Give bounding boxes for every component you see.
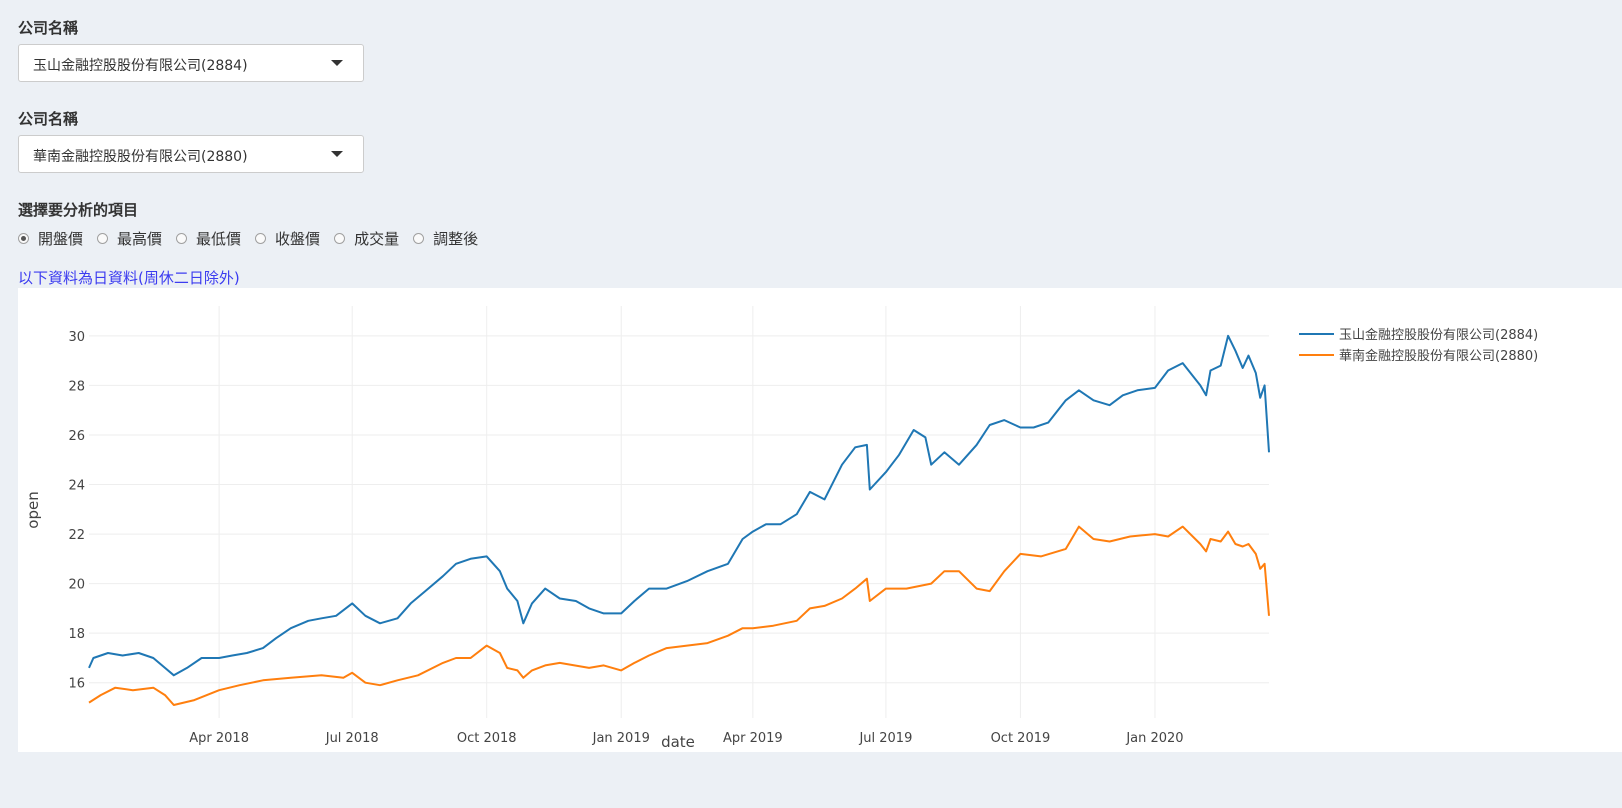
radio-high[interactable]: 最高價 <box>97 228 162 249</box>
radio-dot[interactable] <box>413 233 425 244</box>
chevron-down-icon <box>331 151 343 157</box>
y-tick-label: 26 <box>68 429 85 444</box>
series-line <box>88 525 1270 706</box>
x-tick-label: Jul 2018 <box>325 731 379 746</box>
company-select-1[interactable]: 玉山金融控股股份有限公司(2884) <box>18 44 364 82</box>
analysis-label: 選擇要分析的項目 <box>18 201 139 219</box>
x-tick-label: Apr 2018 <box>189 731 249 746</box>
line-chart[interactable]: 16 18 20 22 24 26 28 30 Apr 2018 Jul 2018 Oct 2018… <box>18 288 1622 752</box>
y-axis-title: open <box>24 491 42 528</box>
radio-dot[interactable] <box>334 233 346 244</box>
x-tick-label: Jan 2019 <box>592 731 650 746</box>
series-lines <box>88 334 1270 706</box>
y-tick-label: 18 <box>68 627 85 642</box>
radio-dot[interactable] <box>176 233 188 244</box>
y-tick-label: 16 <box>68 677 85 692</box>
x-axis-title: date <box>661 733 695 751</box>
legend-label: 玉山金融控股股份有限公司(2884) <box>1339 327 1538 343</box>
radio-adjusted[interactable]: 調整後 <box>413 228 478 249</box>
legend-label: 華南金融控股股份有限公司(2880) <box>1339 348 1538 364</box>
y-tick-label: 30 <box>68 330 85 345</box>
chevron-down-icon <box>331 60 343 66</box>
company-label-2: 公司名稱 <box>18 110 79 128</box>
radio-low[interactable]: 最低價 <box>176 228 241 249</box>
radio-volume[interactable]: 成交量 <box>334 228 399 249</box>
y-tick-label: 28 <box>68 379 85 394</box>
data-note: 以下資料為日資料(周休二日除外) <box>18 269 240 287</box>
y-tick-label: 22 <box>68 528 85 543</box>
axis-ticks: 16 18 20 22 24 26 28 30 Apr 2018 Jul 2018 Oct 2018… <box>68 330 1183 746</box>
company-label-1: 公司名稱 <box>18 19 79 37</box>
company-select-1-value: 玉山金融控股股份有限公司(2884) <box>33 58 248 74</box>
radio-open[interactable]: 開盤價 <box>18 228 83 249</box>
x-tick-label: Jan 2020 <box>1125 731 1183 746</box>
radio-close[interactable]: 收盤價 <box>255 228 320 249</box>
company-select-2-value: 華南金融控股股份有限公司(2880) <box>33 149 248 165</box>
x-tick-label: Oct 2018 <box>457 731 517 746</box>
y-tick-label: 24 <box>68 479 85 494</box>
radio-dot[interactable] <box>18 233 29 244</box>
x-tick-label: Oct 2019 <box>991 731 1051 746</box>
company-select-2[interactable]: 華南金融控股股份有限公司(2880) <box>18 135 364 173</box>
grid <box>89 306 1269 718</box>
x-tick-label: Apr 2019 <box>723 731 783 746</box>
analysis-radio-group: 開盤價 最高價 最低價 收盤價 成交量 調整後 <box>18 228 492 249</box>
chart-panel[interactable]: 16 18 20 22 24 26 28 30 Apr 2018 Jul 2018 Oct 2018… <box>18 288 1622 752</box>
legend: 玉山金融控股股份有限公司(2884) 華南金融控股股份有限公司(2880) <box>1299 327 1538 364</box>
radio-dot[interactable] <box>97 233 109 244</box>
series-line <box>88 334 1270 677</box>
radio-dot[interactable] <box>255 233 267 244</box>
x-tick-label: Jul 2019 <box>858 731 912 746</box>
y-tick-label: 20 <box>68 578 85 593</box>
